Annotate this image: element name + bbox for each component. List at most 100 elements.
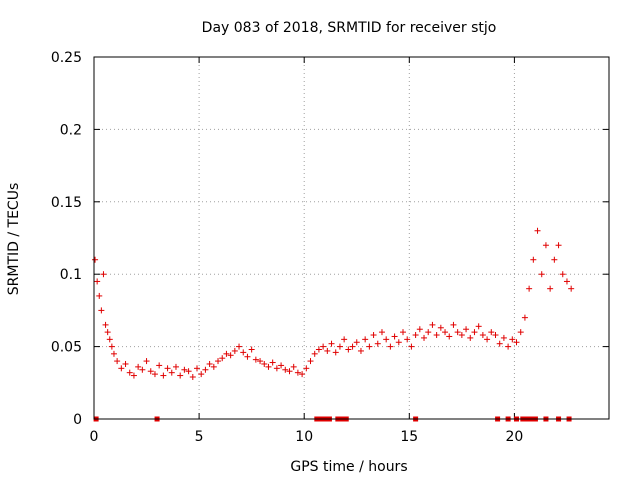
data-point [151,371,158,378]
data-point [442,329,449,336]
data-point [206,360,213,367]
data-point [450,321,457,328]
data-point [555,242,562,249]
data-point [404,336,411,343]
data-point [471,329,478,336]
data-point [538,271,545,278]
data-point [454,329,461,336]
data-point [269,359,276,366]
data-point [526,285,533,292]
data-point [100,271,107,278]
data-point [505,343,512,350]
y-tick-label: 0.25 [51,50,82,66]
data-point [92,256,99,263]
data-point [374,340,381,347]
data-point [349,343,356,350]
data-point [177,372,184,379]
data-point [362,336,369,343]
data-point [467,334,474,341]
data-point [559,271,566,278]
y-axis-label: SRMTID / TECUs [6,183,22,296]
data-point [353,339,360,346]
x-tick-label: 10 [295,429,313,445]
x-axis-label: GPS time / hours [290,459,407,475]
chart-title: Day 083 of 2018, SRMTID for receiver stj… [202,20,497,36]
data-point [106,336,113,343]
data-point [164,365,171,372]
data-point [479,332,486,339]
data-point [370,332,377,339]
plot-frame [93,56,610,420]
data-point [96,292,103,299]
data-point [110,350,117,357]
data-point [303,365,310,372]
data-point [484,336,491,343]
y-tick-label: 0.1 [60,267,82,283]
data-point [240,349,247,356]
data-point [496,340,503,347]
data-point [463,326,470,333]
data-point [236,343,243,350]
data-point [248,346,255,353]
data-point [563,278,570,285]
data-point [278,362,285,369]
data-point [341,336,348,343]
data-point [198,371,205,378]
data-point [231,347,238,354]
data-point [475,323,482,330]
data-point [547,285,554,292]
data-point [517,329,524,336]
data-point [252,356,259,363]
data-point [282,366,289,373]
data-point [458,332,465,339]
data-point [160,372,167,379]
data-point [122,360,129,367]
data-point [219,355,226,362]
data-point [98,307,105,314]
data-point [345,346,352,353]
data-point [185,368,192,375]
data-point [521,314,528,321]
data-point [286,368,293,375]
data-points [92,227,575,422]
data-point [273,365,280,372]
x-tick-label: 5 [195,429,204,445]
axis-ticks: 0 5 10 15 20 0 0.05 0.1 0.15 0.2 0.25 [51,50,609,445]
data-point [143,358,150,365]
data-point [172,363,179,370]
data-point [223,350,230,357]
data-point [156,362,163,369]
data-point [408,343,415,350]
data-point [130,372,137,379]
y-tick-label: 0.05 [51,340,82,356]
data-point [492,332,499,339]
x-tick-label: 20 [505,429,523,445]
data-point [290,363,297,370]
data-point [244,353,251,360]
data-point [433,332,440,339]
x-tick-label: 0 [90,429,99,445]
data-point [181,366,188,373]
data-point [437,324,444,331]
data-point [551,256,558,263]
data-point [378,329,385,336]
data-point [542,242,549,249]
data-point [299,371,306,378]
data-point [311,350,318,357]
data-point [147,368,154,375]
data-point [257,358,264,365]
data-point [94,278,101,285]
data-point [261,360,268,367]
data-point [294,369,301,376]
data-point [135,363,142,370]
data-point [357,347,364,354]
data-point [509,336,516,343]
grid [94,57,609,419]
data-point [425,329,432,336]
data-point [265,363,272,370]
data-point [102,321,109,328]
data-point [446,333,453,340]
data-point [307,358,314,365]
